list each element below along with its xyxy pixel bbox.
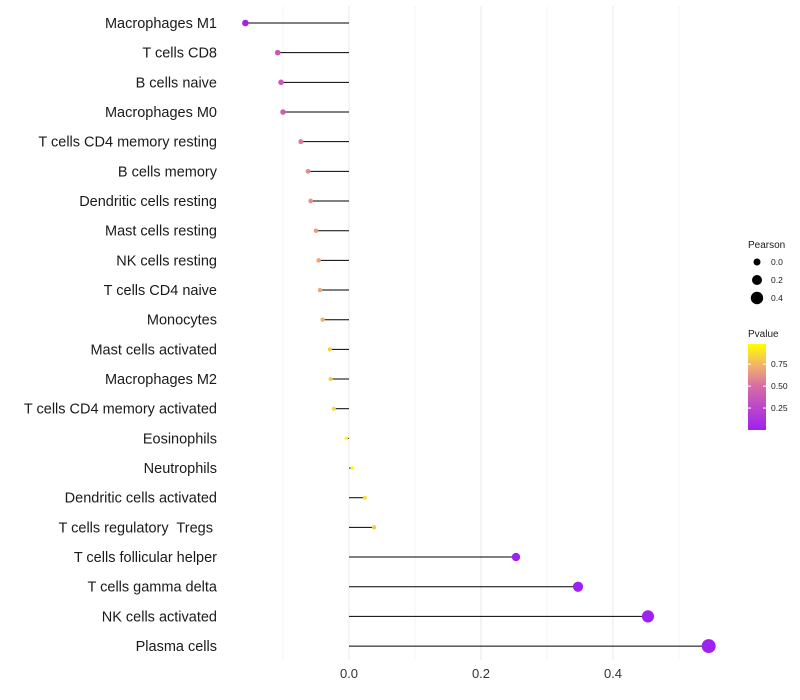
lollipop-point — [317, 287, 323, 293]
lollipop-point — [313, 228, 319, 233]
size-legend-label: 0.4 — [771, 293, 783, 303]
lollipop-point — [511, 552, 521, 562]
lollipop-point — [331, 406, 336, 411]
category-label: T cells regulatory Tregs — [59, 520, 218, 536]
lollipop-point — [308, 198, 314, 204]
point-layer — [242, 19, 716, 654]
x-tick-label: 0.0 — [340, 666, 358, 681]
category-label: Mast cells activated — [90, 342, 217, 358]
lollipop-point — [344, 436, 349, 441]
category-label: Dendritic cells activated — [65, 491, 217, 507]
category-label: Neutrophils — [144, 461, 217, 477]
size-legend-title: Pearson — [748, 240, 785, 251]
color-legend-label: 0.75 — [771, 359, 788, 369]
category-label: NK cells activated — [102, 609, 217, 625]
category-label: Plasma cells — [136, 639, 217, 655]
category-label: Macrophages M1 — [105, 16, 217, 32]
size-legend-key — [750, 291, 764, 305]
lollipop-point — [350, 466, 355, 470]
x-tick-label: 0.4 — [604, 666, 622, 681]
category-label: Dendritic cells resting — [79, 194, 217, 210]
size-legend-label: 0.2 — [771, 275, 783, 285]
lollipop-point — [298, 139, 304, 145]
lollipop-point — [572, 581, 584, 592]
category-label: T cells CD4 memory resting — [38, 135, 217, 151]
category-label: Macrophages M0 — [105, 105, 217, 121]
category-label: T cells follicular helper — [74, 550, 217, 566]
lollipop-point — [316, 258, 321, 263]
category-label: Macrophages M2 — [105, 372, 217, 388]
grid-layer — [282, 6, 680, 660]
lollipop-point — [641, 610, 655, 623]
lollipop-point — [278, 79, 284, 86]
category-label: NK cells resting — [116, 253, 217, 269]
category-axis: Macrophages M1 T cells CD8 B cells naive Ma… — [24, 16, 218, 655]
size-legend-label: 0.0 — [771, 257, 783, 267]
lollipop-point — [305, 168, 311, 174]
color-legend-label: 0.50 — [771, 381, 788, 391]
lollipop-point — [328, 376, 333, 382]
size-legend-key — [753, 258, 761, 266]
lollipop-point — [320, 317, 325, 322]
category-label: Eosinophils — [143, 431, 217, 447]
segment-layer — [245, 22, 709, 647]
category-label: Mast cells resting — [105, 224, 217, 240]
color-legend-bar — [748, 344, 766, 430]
category-label: B cells memory — [118, 164, 218, 180]
color-legend-title: Pvalue — [748, 329, 779, 340]
x-axis: 0.0 0.2 0.4 — [340, 666, 622, 681]
lollipop-point — [274, 49, 281, 56]
size-legend: Pearson 0.0 0.2 0.4 — [748, 240, 785, 305]
color-legend-label: 0.25 — [771, 403, 788, 413]
category-label: T cells CD4 memory activated — [24, 402, 217, 418]
category-label: T cells CD4 naive — [104, 283, 217, 299]
category-label: B cells naive — [136, 75, 217, 91]
category-label: T cells gamma delta — [88, 580, 218, 596]
size-legend-key — [752, 275, 762, 285]
category-label: T cells CD8 — [142, 46, 217, 62]
x-tick-label: 0.2 — [472, 666, 490, 681]
lollipop-point — [327, 347, 332, 352]
category-label: Monocytes — [147, 313, 217, 329]
color-legend: Pvalue 0.75 0.50 0.25 — [748, 329, 788, 430]
lollipop-point — [242, 19, 249, 27]
lollipop-point — [371, 525, 377, 530]
lollipop-point — [362, 495, 367, 500]
lollipop-point — [280, 109, 286, 115]
lollipop-point — [701, 639, 716, 654]
